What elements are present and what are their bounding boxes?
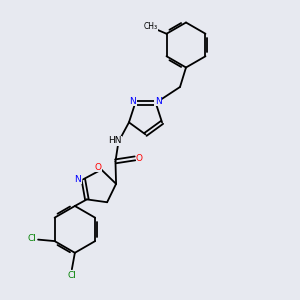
Text: CH₃: CH₃: [144, 22, 158, 31]
Text: HN: HN: [108, 136, 122, 146]
Text: N: N: [130, 97, 136, 106]
Text: Cl: Cl: [27, 235, 36, 244]
Text: Cl: Cl: [68, 271, 76, 280]
Text: N: N: [74, 175, 81, 184]
Text: O: O: [136, 154, 143, 163]
Text: O: O: [94, 163, 101, 172]
Text: N: N: [155, 97, 161, 106]
